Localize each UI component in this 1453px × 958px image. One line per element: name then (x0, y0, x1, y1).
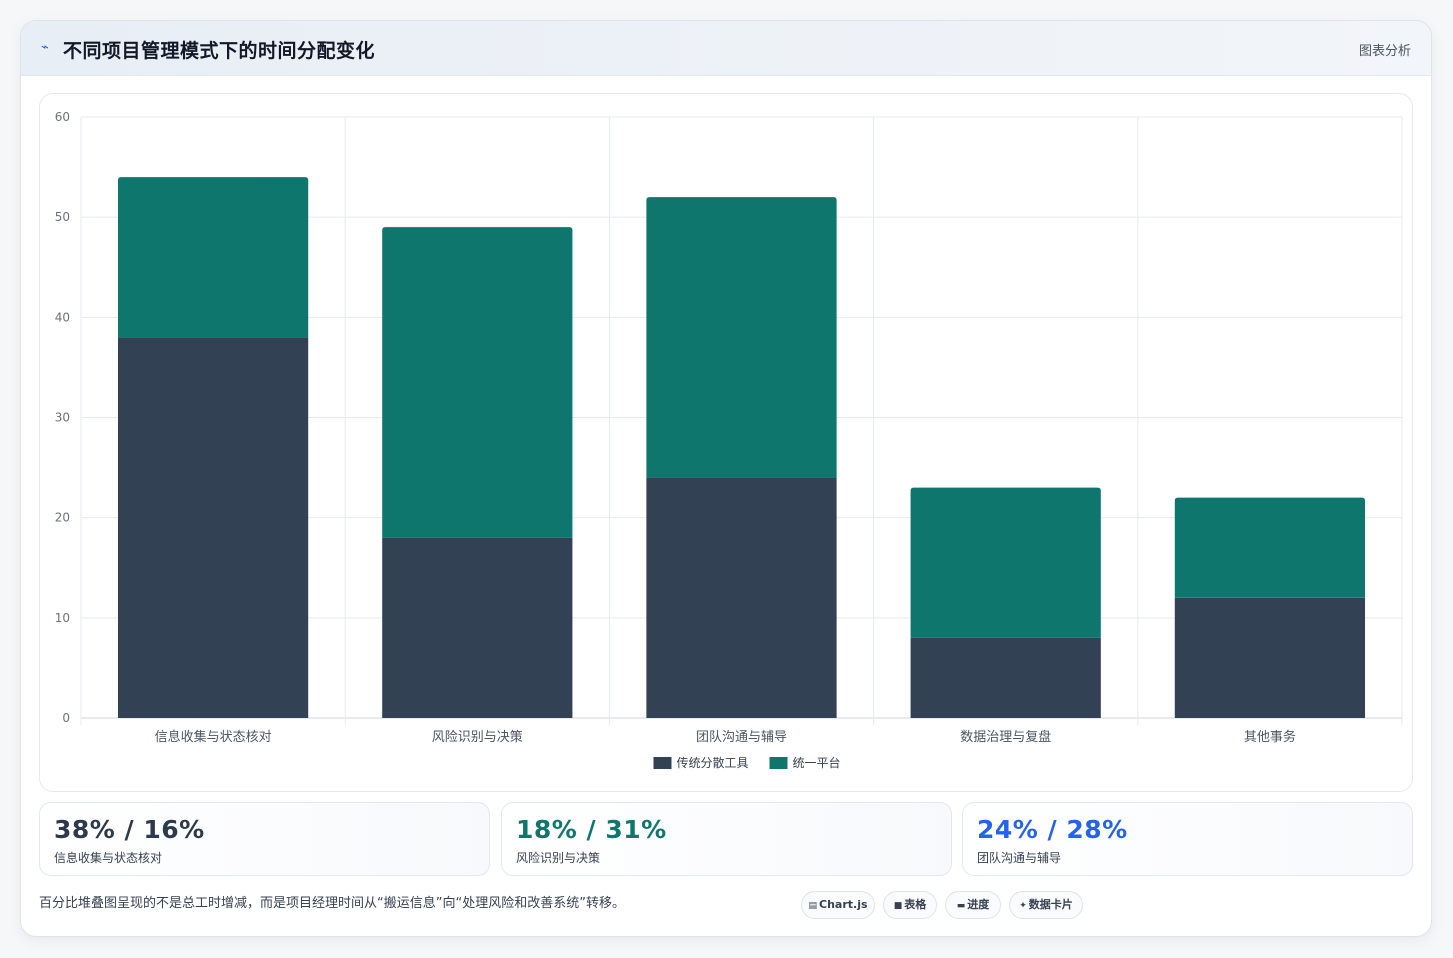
x-tick-label: 风险识别与决策 (432, 729, 523, 745)
page-title: 不同项目管理模式下的时间分配变化 (63, 40, 376, 62)
pill-label: Chart.js (819, 898, 868, 911)
legend-swatch (769, 757, 788, 769)
chart-container: 0 10 20 30 40 50 60 信息收集与状态核对 风险识别与决策 团队沟通与辅导 数据治理… (39, 93, 1413, 792)
legend-swatch (653, 757, 672, 769)
progress-icon: ▬ (956, 901, 966, 911)
legend-label: 传统分散工具 (677, 755, 749, 770)
pill-label: 数据卡片 (1028, 898, 1073, 911)
stat-card-risk: 18% / 31% 风险识别与决策 (501, 802, 952, 876)
pill-table[interactable]: ■ 表格 (883, 891, 937, 919)
card-header: ⌁ 不同项目管理模式下的时间分配变化 图表分析 (21, 21, 1431, 76)
x-tick-label: 其他事务 (1244, 729, 1296, 745)
pill-progress[interactable]: ▬ 进度 (945, 891, 1001, 919)
x-tick-label: 团队沟通与辅导 (696, 730, 787, 745)
pulse-icon: ⌁ (41, 40, 49, 55)
y-tick-label: 30 (55, 411, 70, 425)
pill-data-card[interactable]: ✦ 数据卡片 (1009, 891, 1083, 919)
stat-value: 18% / 31% (516, 815, 667, 844)
stat-value: 38% / 16% (54, 815, 205, 844)
pill-label: 进度 (967, 898, 990, 911)
stat-label: 信息收集与状态核对 (54, 851, 163, 865)
chart-icon: ▤ (808, 901, 817, 911)
bar-segment (646, 197, 837, 478)
stat-card-team: 24% / 28% 团队沟通与辅导 (962, 802, 1413, 876)
legend-label: 统一平台 (793, 755, 841, 770)
y-tick-label: 0 (62, 711, 70, 725)
bar-segment (117, 337, 309, 718)
bar-segment (382, 537, 573, 718)
y-tick-label: 20 (55, 511, 70, 525)
y-tick-label: 60 (55, 110, 70, 124)
chart-analysis-label: 图表分析 (1358, 44, 1411, 59)
stat-label: 风险识别与决策 (516, 851, 601, 865)
pill-chartjs[interactable]: ▤ Chart.js (801, 891, 875, 919)
y-tick-label: 40 (55, 310, 70, 324)
x-tick-label: 数据治理与复盘 (960, 729, 1051, 745)
y-tick-label: 50 (55, 210, 70, 224)
bar-segment (646, 477, 837, 718)
bar-segment (382, 227, 573, 538)
bar-segment (1174, 497, 1366, 598)
table-icon: ■ (893, 901, 903, 911)
pill-label: 表格 (904, 898, 927, 911)
bar-segment (1174, 597, 1366, 718)
stat-label: 团队沟通与辅导 (977, 851, 1062, 865)
chart-card: ⌁ 不同项目管理模式下的时间分配变化 图表分析 0 10 20 30 40 50 60 信息收… (20, 20, 1432, 937)
stat-card-info: 38% / 16% 信息收集与状态核对 (39, 802, 490, 876)
bar-segment (117, 177, 309, 338)
y-tick-label: 10 (55, 611, 70, 625)
chart-note: 百分比堆叠图呈现的不是总工时增减，而是项目经理时间从“搬运信息”向“处理风险和改… (39, 896, 625, 911)
bar-segment (910, 637, 1101, 718)
sparkle-icon: ✦ (1019, 901, 1027, 911)
stat-value: 24% / 28% (977, 815, 1128, 844)
bar-segment (910, 487, 1101, 638)
x-tick-label: 信息收集与状态核对 (155, 729, 272, 745)
stacked-bar-chart: 0 10 20 30 40 50 60 信息收集与状态核对 风险识别与决策 团队沟通与辅导 数据治理… (55, 110, 1403, 770)
